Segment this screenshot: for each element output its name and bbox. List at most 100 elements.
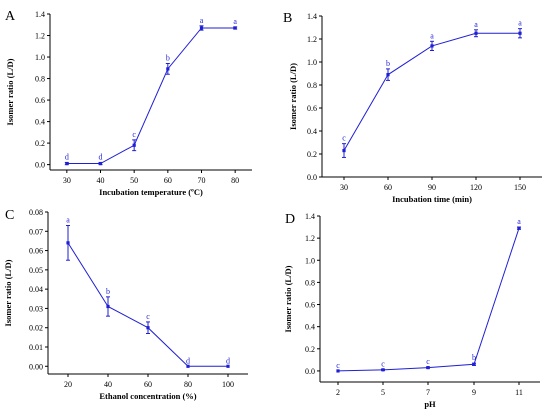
y-tick-label: 0.6 <box>305 301 315 310</box>
y-tick-label: 1.0 <box>307 58 317 67</box>
data-point <box>146 326 150 330</box>
significance-label: d <box>65 152 69 161</box>
x-tick-label: 20 <box>64 380 72 389</box>
data-point <box>386 73 390 77</box>
x-axis-title: pH <box>424 399 436 409</box>
chart-panel-c: C 0.00 0.01 0.02 0.03 0.04 0.05 0.06 0.07 0.08 20 4… <box>3 208 248 401</box>
data-point <box>472 362 476 366</box>
x-tick-label: 120 <box>470 183 482 192</box>
significance-label: a <box>430 31 434 40</box>
y-tick-label: 0.8 <box>307 81 317 90</box>
y-tick-label: 0.08 <box>29 208 43 217</box>
x-tick-label: 30 <box>340 183 348 192</box>
data-point <box>226 364 230 368</box>
y-tick-label: 0.03 <box>29 304 43 313</box>
x-tick-label: 80 <box>231 176 239 185</box>
data-point <box>233 26 237 30</box>
significance-label: a <box>474 20 478 29</box>
significance-label: b <box>106 287 110 296</box>
y-tick-label: 0.07 <box>29 227 43 236</box>
y-tick-label: 1.4 <box>35 10 45 19</box>
y-tick-label: 0.8 <box>35 75 45 84</box>
significance-label: b <box>472 353 476 362</box>
y-tick-label: 0.8 <box>305 278 315 287</box>
significance-label: b <box>386 59 390 68</box>
y-tick-label: 1.2 <box>35 32 45 41</box>
x-tick-label: 90 <box>428 183 436 192</box>
x-tick-label: 60 <box>384 183 392 192</box>
data-point <box>381 368 385 372</box>
x-tick-label: 60 <box>164 176 172 185</box>
significance-label: c <box>336 361 340 370</box>
y-axis-title: Isomer ratio (L/D) <box>288 63 298 130</box>
x-tick-label: 9 <box>472 388 476 397</box>
x-tick-label: 100 <box>222 380 234 389</box>
x-axis-title: Ethanol concentration (%) <box>99 391 196 401</box>
y-tick-label: 0.0 <box>307 173 317 182</box>
y-tick-label: 0.05 <box>29 266 43 275</box>
x-tick-label: 40 <box>104 380 112 389</box>
y-tick-label: 1.4 <box>307 12 317 21</box>
y-tick-label: 0.01 <box>29 343 43 352</box>
significance-label: a <box>518 19 522 28</box>
significance-label: b <box>166 53 170 62</box>
significance-label: a <box>517 217 521 226</box>
panel-letter: D <box>285 212 295 227</box>
y-tick-label: 1.2 <box>307 35 317 44</box>
y-tick-label: 1.2 <box>305 234 315 243</box>
x-tick-label: 80 <box>184 380 192 389</box>
data-point <box>66 241 70 245</box>
significance-label: c <box>381 359 385 368</box>
y-tick-label: 0.2 <box>305 345 315 354</box>
chart-panel-d: D 0.0 0.2 0.4 0.6 0.8 1.0 1.2 1.4 2 5 7 9 11 pH Isomer … <box>283 212 540 409</box>
panel-letter: A <box>5 9 16 24</box>
y-tick-label: 0.00 <box>29 362 43 371</box>
data-point <box>336 369 340 373</box>
data-point <box>186 364 190 368</box>
chart-panel-b: B 0.0 0.2 0.4 0.6 0.8 1.0 1.2 1.4 30 60 90 120 150 Inc… <box>283 11 542 204</box>
significance-label: d <box>99 152 103 161</box>
significance-label: a <box>66 216 70 225</box>
x-tick-label: 7 <box>426 388 430 397</box>
significance-label: d <box>226 356 230 365</box>
data-point <box>474 31 478 35</box>
x-tick-label: 70 <box>198 176 206 185</box>
y-tick-label: 1.0 <box>305 256 315 265</box>
data-point <box>342 148 346 153</box>
x-axis-title: Incubation temperature (ºC) <box>99 187 203 197</box>
series-line <box>66 27 236 165</box>
x-tick-label: 30 <box>63 176 71 185</box>
significance-label: c <box>132 130 136 139</box>
y-axis-title: Isomer ratio (L/D) <box>5 58 15 125</box>
data-point <box>199 26 204 30</box>
chart-panel-a: A 0.0 0.2 0.4 0.6 0.8 1.0 1.2 1.4 30 40 50 60 70 80 Inc… <box>5 9 252 197</box>
x-tick-label: 2 <box>336 388 340 397</box>
y-tick-label: 0.02 <box>29 324 43 333</box>
x-tick-label: 11 <box>515 388 523 397</box>
data-point <box>426 366 430 370</box>
data-point <box>430 44 434 48</box>
data-point <box>518 31 522 35</box>
x-tick-label: 50 <box>130 176 138 185</box>
data-point <box>517 226 521 230</box>
panel-letter: C <box>5 208 14 223</box>
series-line <box>337 228 520 372</box>
x-tick-label: 40 <box>97 176 105 185</box>
significance-label: c <box>342 134 346 143</box>
x-tick-label: 150 <box>514 183 526 192</box>
y-tick-label: 0.4 <box>307 127 317 136</box>
significance-label: d <box>186 356 190 365</box>
x-tick-label: 5 <box>381 388 385 397</box>
y-tick-label: 0.2 <box>35 139 45 148</box>
significance-label: a <box>200 16 204 25</box>
y-tick-label: 0.6 <box>307 104 317 113</box>
y-axis-title: Isomer ratio (L/D) <box>283 265 293 332</box>
data-point <box>106 304 110 309</box>
data-point <box>166 67 170 71</box>
panel-letter: B <box>283 11 292 26</box>
y-tick-label: 0.06 <box>29 247 43 256</box>
significance-label: c <box>426 357 430 366</box>
y-tick-label: 1.4 <box>305 212 315 221</box>
y-tick-label: 0.4 <box>35 118 45 127</box>
